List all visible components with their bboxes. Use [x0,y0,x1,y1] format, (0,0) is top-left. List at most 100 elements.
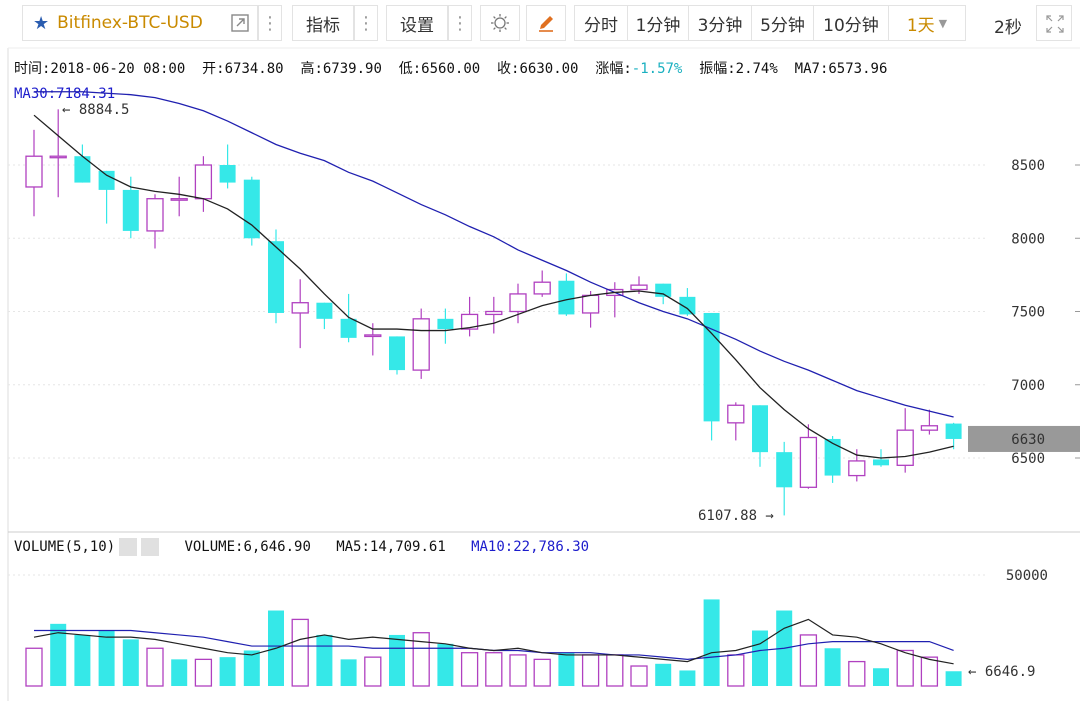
info-close: 收:6630.00 [497,61,579,77]
info-change-value: -1.57% [631,61,683,77]
candle-body-25 [630,284,648,291]
price-tick-label-0: 6500 [1011,451,1045,467]
tab-period-4[interactable]: 10分钟 [814,6,889,40]
high-annotation: ← 8884.5 [62,102,129,118]
candle-body-17 [437,318,454,330]
candle-body-27 [679,296,696,315]
candle-body-38 [945,423,962,439]
volume-bar-14 [364,656,382,687]
candle-body-10 [268,241,284,313]
volume-settings-icon[interactable] [119,538,138,556]
volume-bar-23 [581,654,600,687]
volume-bar-20 [509,654,527,687]
info-high: 高:6739.90 [300,61,382,77]
symbol-selector[interactable]: ★ Bitfinex-BTC-USD [22,5,258,41]
volume-bar-34 [848,660,866,687]
chevron-down-icon: ▼ [938,16,948,30]
period-tabs: 分时 1分钟 3分钟 5分钟 10分钟 1天 ▼ [574,5,966,41]
draw-pencil-icon[interactable] [526,5,566,41]
volume-bar-32 [799,634,818,687]
volume-bar-27 [679,670,696,686]
fullscreen-icon[interactable] [1036,5,1072,41]
ma30-line [34,91,954,418]
volume-tick-label-0: 50000 [1006,568,1048,584]
volume-bar-16 [412,632,430,687]
volume-bar-5 [146,647,164,687]
more-icon[interactable]: ⋮ [258,5,282,41]
settings-button[interactable]: 设置 [386,5,448,41]
volume-bar-3 [98,630,115,686]
low-annotation: 6107.88 → [698,508,774,524]
volume-bar-8 [219,657,236,686]
candle-body-21 [533,281,551,295]
candle-body-16 [412,318,430,371]
theme-sun-icon[interactable] [480,5,520,41]
tab-period-1[interactable]: 1分钟 [628,6,689,40]
volume-bar-24 [606,654,624,687]
info-ma7: MA7:6573.96 [794,61,888,77]
candle-body-12 [316,302,333,319]
volume-bar-17 [437,643,454,686]
ma7-line [33,114,954,459]
volume-title: VOLUME(5,10) [14,539,116,555]
tab-period-2[interactable]: 3分钟 [689,6,752,40]
refresh-interval[interactable]: 2秒 [994,18,1022,38]
volume-bar-37 [920,656,939,687]
volume-bar-4 [122,639,139,686]
volume-ma5: MA5:14,709.61 [336,539,446,555]
volume-bar-28 [703,599,720,686]
price-tick-label-1: 7000 [1011,378,1045,394]
info-open: 开:6734.80 [202,61,284,77]
candle-body-0 [25,155,43,188]
info-amplitude: 振幅:2.74% [699,61,778,77]
tab-period-0[interactable]: 分时 [575,6,628,40]
ohlc-info: 时间:2018-06-20 08:00 开:6734.80 高:6739.90 … [14,58,887,78]
volume-bar-2 [74,634,91,686]
volume-bar-11 [291,618,309,687]
volume-last-label: ← 6646.9 [968,664,1035,680]
tab-period-3[interactable]: 5分钟 [752,6,814,40]
indicator-more-icon[interactable]: ⋮ [354,5,378,41]
volume-bar-30 [752,630,768,686]
volume-value: VOLUME:6,646.90 [184,539,311,555]
volume-close-icon[interactable] [141,538,160,556]
candle-body-22 [558,280,575,315]
settings-more-icon[interactable]: ⋮ [448,5,472,41]
candle-body-28 [703,312,720,422]
volume-bar-22 [558,652,575,686]
candle-body-4 [122,189,139,231]
star-icon[interactable]: ★ [33,12,50,34]
volume-ma10: MA10:22,786.30 [471,539,590,555]
price-tick-label-3: 8000 [1011,231,1045,247]
external-link-icon[interactable] [224,8,256,38]
candle-body-34 [848,460,866,477]
candle-body-19 [485,310,503,316]
info-time: 时间:2018-06-20 08:00 [14,61,186,77]
volume-bar-15 [389,634,405,686]
info-change-label: 涨幅: [595,61,632,77]
tab-period-active[interactable]: 1天 ▼ [889,6,965,40]
symbol-label: Bitfinex-BTC-USD [57,13,203,33]
candle-body-2 [74,156,91,183]
candle-body-20 [509,293,527,313]
volume-bar-12 [316,634,333,686]
volume-bar-18 [460,652,479,687]
candle-body-15 [389,336,405,371]
toolbar: ★ Bitfinex-BTC-USD ⋮ 指标 ⋮ 设置 ⋮ 分时 1分钟 3分… [0,0,1080,46]
volume-bar-6 [171,659,188,686]
candle-body-3 [98,170,115,190]
indicator-button[interactable]: 指标 [292,5,354,41]
candle-body-26 [655,283,672,297]
price-tick-label-2: 7500 [1011,305,1045,321]
volume-bar-29 [727,654,745,687]
active-period-label: 1天 [906,15,935,36]
candle-body-30 [752,405,768,453]
candle-body-1 [49,155,67,159]
volume-bar-7 [194,658,213,687]
candle-body-32 [799,436,818,488]
candle-body-18 [460,313,479,330]
volume-bar-25 [630,665,648,687]
candle-body-14 [364,334,382,338]
candle-body-37 [920,425,939,431]
